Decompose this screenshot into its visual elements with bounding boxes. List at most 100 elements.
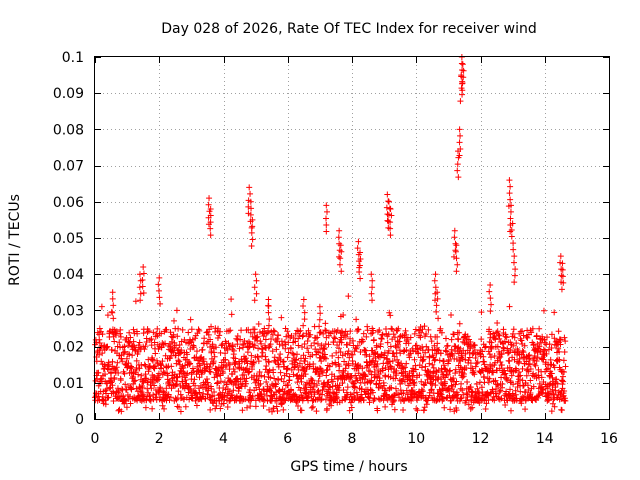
data-point bbox=[360, 397, 367, 404]
data-point bbox=[339, 369, 346, 376]
data-point bbox=[472, 363, 479, 370]
data-point bbox=[407, 334, 414, 341]
data-point bbox=[397, 387, 404, 394]
data-point bbox=[315, 387, 322, 394]
data-point bbox=[103, 386, 110, 393]
data-point bbox=[111, 376, 118, 383]
data-point bbox=[299, 344, 306, 351]
data-point bbox=[536, 325, 543, 332]
data-point bbox=[262, 336, 269, 343]
data-point bbox=[280, 378, 287, 385]
data-point bbox=[240, 342, 247, 349]
data-point bbox=[104, 312, 111, 319]
data-point bbox=[356, 269, 363, 276]
data-point bbox=[253, 277, 260, 284]
data-point bbox=[313, 408, 320, 415]
data-point bbox=[346, 407, 353, 414]
data-point bbox=[440, 395, 447, 402]
data-point bbox=[207, 368, 214, 375]
data-point bbox=[403, 387, 410, 394]
data-point bbox=[437, 350, 444, 357]
data-point bbox=[184, 351, 191, 358]
data-point bbox=[192, 335, 199, 342]
data-point bbox=[332, 335, 339, 342]
x-tick-label: 12 bbox=[472, 431, 490, 447]
data-point bbox=[511, 253, 518, 260]
data-point bbox=[390, 368, 397, 375]
data-point bbox=[491, 397, 498, 404]
data-point bbox=[246, 343, 253, 350]
data-point bbox=[376, 327, 383, 334]
data-point bbox=[411, 379, 418, 386]
data-point bbox=[465, 401, 472, 408]
data-point bbox=[288, 387, 295, 394]
x-tick-label: 2 bbox=[155, 431, 164, 447]
data-point bbox=[127, 400, 134, 407]
data-point bbox=[218, 342, 225, 349]
plot-frame bbox=[94, 56, 610, 420]
data-point bbox=[374, 374, 381, 381]
data-point bbox=[538, 374, 545, 381]
data-point bbox=[474, 385, 481, 392]
data-point bbox=[158, 330, 165, 337]
data-point bbox=[382, 364, 389, 371]
data-point bbox=[561, 368, 568, 375]
data-point bbox=[99, 331, 106, 338]
data-point bbox=[174, 333, 181, 340]
data-point bbox=[410, 372, 417, 379]
data-point bbox=[462, 350, 469, 357]
data-point bbox=[126, 340, 133, 347]
data-point bbox=[453, 255, 460, 262]
data-point bbox=[543, 350, 550, 357]
data-point bbox=[506, 358, 513, 365]
data-point bbox=[207, 336, 214, 343]
data-point bbox=[242, 355, 249, 362]
data-point bbox=[333, 349, 340, 356]
data-point bbox=[167, 394, 174, 401]
data-point bbox=[502, 401, 509, 408]
data-point bbox=[148, 342, 155, 349]
y-axis-label: ROTI / TECUs bbox=[7, 194, 23, 286]
data-point bbox=[156, 374, 163, 381]
data-point bbox=[322, 327, 329, 334]
data-point bbox=[471, 371, 478, 378]
data-point bbox=[460, 338, 467, 345]
data-point bbox=[458, 395, 465, 402]
data-point bbox=[300, 303, 307, 310]
data-point bbox=[490, 330, 497, 337]
data-point bbox=[111, 338, 118, 345]
data-point bbox=[285, 381, 292, 388]
data-point bbox=[425, 326, 432, 333]
data-point bbox=[265, 303, 272, 310]
data-point bbox=[349, 351, 356, 358]
data-point bbox=[322, 351, 328, 358]
data-point bbox=[224, 404, 231, 410]
data-point bbox=[467, 405, 474, 412]
data-point bbox=[192, 397, 199, 404]
data-point bbox=[267, 385, 274, 392]
data-point bbox=[136, 339, 143, 346]
data-point bbox=[253, 290, 260, 297]
data-point bbox=[373, 344, 380, 351]
data-point bbox=[449, 352, 456, 359]
y-tick-label: 0 bbox=[75, 412, 84, 428]
data-point bbox=[494, 328, 501, 335]
data-point bbox=[362, 373, 369, 380]
data-point bbox=[506, 177, 513, 184]
data-point bbox=[300, 296, 307, 303]
data-point bbox=[250, 359, 257, 366]
data-point bbox=[119, 358, 126, 365]
data-point bbox=[133, 357, 140, 364]
data-point bbox=[489, 368, 496, 375]
data-point bbox=[298, 378, 305, 385]
data-point bbox=[192, 382, 199, 389]
data-point bbox=[275, 332, 282, 339]
data-point bbox=[298, 392, 305, 399]
data-point bbox=[418, 364, 425, 371]
data-point bbox=[426, 360, 433, 367]
data-point bbox=[453, 378, 460, 385]
data-point bbox=[228, 296, 235, 303]
data-point bbox=[280, 406, 287, 413]
data-point bbox=[457, 132, 464, 139]
data-point bbox=[130, 326, 137, 333]
